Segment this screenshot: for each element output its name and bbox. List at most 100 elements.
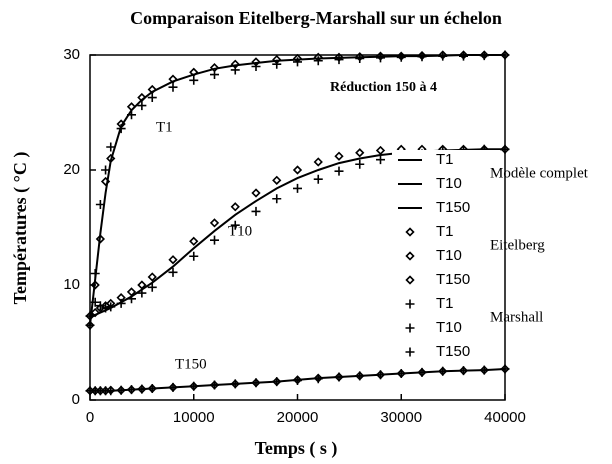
- legend-swatch: [405, 323, 415, 333]
- marker: [417, 367, 427, 377]
- marker: [100, 176, 111, 187]
- marker: [127, 110, 136, 120]
- marker: [313, 374, 323, 384]
- marker: [127, 385, 136, 395]
- marker: [272, 194, 282, 204]
- marker: [334, 55, 344, 65]
- marker: [189, 251, 199, 261]
- legend-swatch: [405, 299, 415, 309]
- legend-label: T150: [436, 199, 470, 216]
- marker: [417, 52, 427, 62]
- marker: [251, 188, 261, 198]
- marker: [85, 320, 95, 330]
- chart-title: Comparaison Eitelberg-Marshall sur un éc…: [130, 8, 502, 28]
- marker: [210, 70, 219, 80]
- marker: [95, 200, 105, 209]
- marker: [90, 307, 100, 318]
- marker: [209, 218, 220, 228]
- marker: [106, 153, 116, 164]
- marker: [116, 385, 126, 395]
- marker: [459, 51, 468, 61]
- marker: [168, 82, 178, 92]
- marker: [230, 65, 240, 75]
- marker: [251, 378, 261, 388]
- annotation: T10: [228, 223, 252, 239]
- marker: [137, 92, 147, 103]
- marker: [168, 382, 178, 392]
- y-tick-label: 0: [72, 391, 80, 408]
- marker: [137, 280, 147, 290]
- marker: [334, 151, 344, 161]
- legend-label: T150: [436, 343, 470, 360]
- marker: [272, 377, 282, 387]
- marker: [106, 302, 116, 312]
- marker: [230, 220, 240, 230]
- marker: [293, 375, 302, 385]
- x-tick-label: 10000: [173, 409, 215, 426]
- legend-swatch: [405, 275, 415, 285]
- marker: [137, 101, 147, 111]
- marker: [147, 384, 157, 393]
- marker: [376, 370, 385, 380]
- marker: [116, 298, 126, 308]
- marker: [106, 386, 116, 396]
- x-tick-label: 40000: [484, 409, 526, 426]
- legend-label: T10: [436, 175, 462, 192]
- marker: [438, 51, 448, 61]
- x-axis-label: Temps ( s ): [255, 438, 338, 459]
- x-tick-label: 0: [86, 409, 94, 426]
- marker: [376, 155, 385, 165]
- marker: [147, 272, 157, 282]
- marker: [168, 74, 178, 84]
- marker: [106, 142, 116, 152]
- marker: [90, 297, 100, 307]
- marker: [500, 50, 510, 60]
- marker: [101, 165, 111, 175]
- marker: [500, 144, 510, 154]
- marker: [95, 301, 105, 311]
- marker: [334, 166, 344, 176]
- marker: [95, 234, 106, 244]
- legend-label: T10: [436, 247, 462, 264]
- marker: [189, 75, 199, 85]
- marker: [313, 157, 323, 167]
- y-tick-label: 30: [63, 46, 80, 63]
- marker: [189, 381, 199, 391]
- marker: [438, 366, 448, 376]
- marker: [85, 311, 95, 321]
- marker: [313, 174, 323, 184]
- legend-label: T1: [436, 151, 454, 168]
- y-tick-label: 20: [63, 161, 80, 178]
- marker: [90, 269, 100, 278]
- marker: [293, 183, 302, 193]
- legend-label: T10: [436, 319, 462, 336]
- legend-swatch: [405, 251, 415, 261]
- marker: [293, 57, 302, 67]
- marker: [479, 365, 489, 375]
- legend-swatch: [405, 227, 415, 237]
- marker: [272, 59, 282, 69]
- x-tick-label: 30000: [380, 409, 422, 426]
- marker: [147, 282, 157, 292]
- marker: [376, 53, 385, 63]
- marker: [355, 371, 365, 381]
- legend-label: T150: [436, 271, 470, 288]
- marker: [396, 52, 406, 62]
- marker: [313, 56, 323, 66]
- x-tick-label: 20000: [277, 409, 319, 426]
- marker: [230, 379, 240, 389]
- legend-group-label: Eitelberg: [490, 237, 545, 253]
- marker: [147, 93, 157, 103]
- marker: [90, 280, 100, 290]
- annotation: Réduction 150 à 4: [330, 80, 437, 95]
- legend-swatch: [405, 347, 415, 357]
- marker: [230, 202, 240, 212]
- marker: [479, 51, 489, 61]
- marker: [101, 303, 111, 313]
- legend-label: T1: [436, 295, 454, 312]
- marker: [116, 124, 126, 134]
- legend-group-label: Marshall: [490, 309, 543, 325]
- marker: [168, 255, 178, 265]
- marker: [210, 380, 219, 390]
- marker: [292, 165, 303, 175]
